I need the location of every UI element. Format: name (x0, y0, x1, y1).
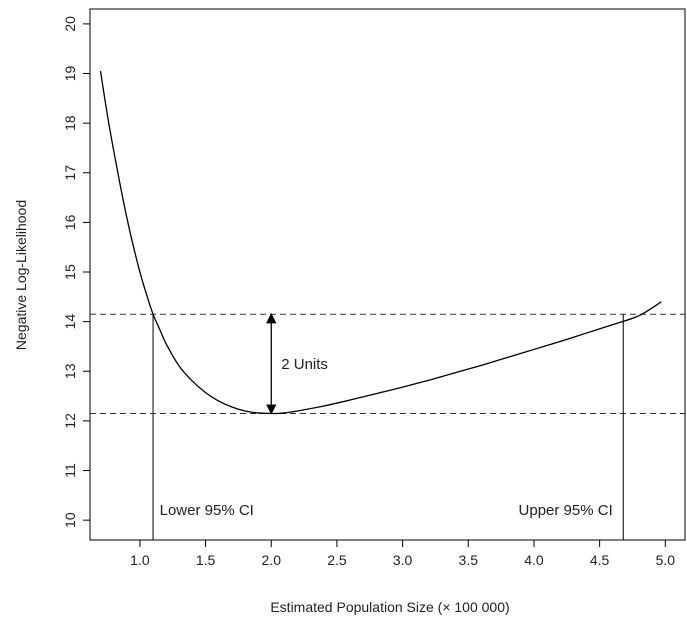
y-tick-label: 19 (62, 66, 78, 82)
y-tick-label: 14 (62, 314, 78, 330)
plot-frame (89, 8, 686, 541)
x-tick-label: 1.0 (130, 552, 150, 568)
arrow-label: 2 Units (281, 356, 328, 373)
y-axis: 10 11 12 13 14 15 16 17 18 19 20 (62, 16, 90, 528)
x-tick-label: 2.0 (262, 552, 282, 568)
x-tick-label: 2.5 (327, 552, 347, 568)
y-tick-label: 20 (62, 16, 78, 32)
y-tick-label: 10 (62, 512, 78, 528)
y-tick-label: 12 (62, 413, 78, 429)
y-tick-label: 18 (62, 115, 78, 131)
x-tick-label: 3.5 (459, 552, 479, 568)
y-tick-label: 15 (62, 264, 78, 280)
reference-lines (90, 313, 685, 540)
y-axis-title: Negative Log-Likelihood (13, 200, 29, 350)
y-tick-label: 17 (62, 165, 78, 181)
y-tick-label: 16 (62, 214, 78, 230)
y-tick-label: 11 (62, 463, 78, 478)
x-tick-label: 1.5 (196, 552, 216, 568)
upper-ci-label: Upper 95% CI (519, 502, 613, 519)
x-axis: 1.0 1.5 2.0 2.5 3.0 3.5 4.0 4.5 5.0 (130, 540, 675, 568)
x-tick-label: 3.0 (393, 552, 413, 568)
x-tick-label: 5.0 (656, 552, 676, 568)
likelihood-curve (99, 70, 662, 415)
x-tick-label: 4.5 (590, 552, 610, 568)
y-tick-label: 13 (62, 363, 78, 379)
x-tick-label: 4.0 (524, 552, 544, 568)
lower-ci-label: Lower 95% CI (160, 502, 254, 519)
x-axis-title: Estimated Population Size (× 100 000) (270, 599, 509, 615)
series-group (99, 70, 662, 415)
